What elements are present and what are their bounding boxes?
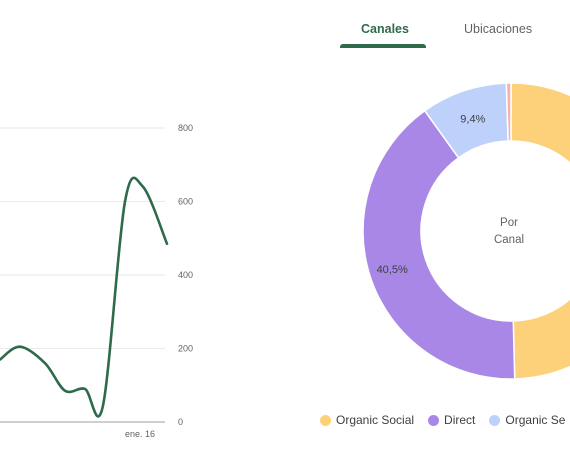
y-tick-label: 800: [178, 123, 193, 133]
donut-center-label-1: Por: [500, 217, 518, 229]
donut-chart[interactable]: 40,5% 9,4% Por Canal: [362, 82, 570, 380]
donut-legend: Organic Social Direct Organic Se: [320, 413, 570, 427]
series-line[interactable]: [0, 176, 169, 418]
slice-other[interactable]: [505, 82, 512, 142]
tab-canales[interactable]: Canales: [361, 22, 409, 36]
legend-dot-organic-social: [320, 414, 331, 426]
legend-item-direct[interactable]: Direct: [428, 413, 475, 427]
y-tick-label: 200: [178, 344, 193, 354]
y-tick-label: 400: [178, 270, 193, 280]
legend-item-organic-search[interactable]: Organic Se: [489, 413, 565, 427]
slice-label-organic-search: 9,4%: [460, 113, 485, 125]
y-tick-label: 0: [178, 417, 183, 427]
legend-label: Organic Social: [336, 413, 415, 427]
active-tab-indicator: [340, 44, 426, 48]
slice-direct[interactable]: [362, 109, 516, 380]
x-tick-label: ene. 16: [125, 429, 155, 439]
legend-dot-direct: [428, 414, 440, 426]
slice-organic-social[interactable]: [510, 82, 570, 380]
chart-tabs: Canales Ubicaciones: [340, 0, 570, 52]
legend-label: Organic Se: [505, 413, 566, 427]
donut-center-label-2: Canal: [494, 234, 524, 246]
slice-label-direct: 40,5%: [377, 264, 408, 276]
legend-item-organic-social[interactable]: Organic Social: [320, 413, 414, 427]
line-chart: 800 600 400 200 0 ene. 16: [0, 123, 193, 439]
legend-label: Direct: [444, 413, 476, 427]
legend-dot-organic-search: [489, 414, 501, 426]
tab-ubicaciones[interactable]: Ubicaciones: [464, 22, 533, 36]
y-tick-label: 600: [178, 197, 193, 207]
